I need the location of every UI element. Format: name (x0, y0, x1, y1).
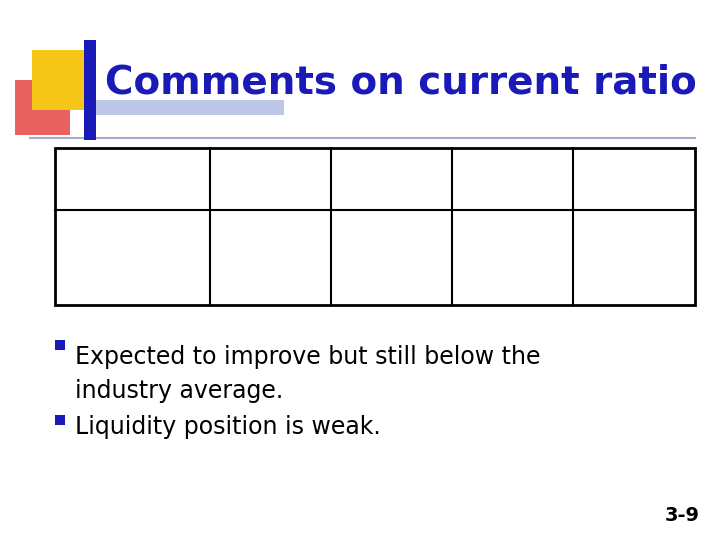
Text: Ind.: Ind. (612, 167, 656, 191)
Text: Liquidity position is weak.: Liquidity position is weak. (75, 415, 381, 439)
Bar (55, 415, 65, 425)
Bar (15, 80, 70, 135)
Text: 1.20x: 1.20x (359, 246, 425, 269)
Text: Expected to improve but still below the
industry average.: Expected to improve but still below the … (75, 345, 541, 403)
Text: 2002: 2002 (361, 167, 421, 191)
Text: Comments on current ratio: Comments on current ratio (105, 63, 697, 101)
Text: 2.30x: 2.30x (480, 246, 546, 269)
Text: Current
ratio: Current ratio (91, 233, 174, 281)
Text: 3-9: 3-9 (665, 506, 700, 525)
Text: 2003: 2003 (240, 167, 300, 191)
Text: 2.70x: 2.70x (600, 246, 667, 269)
Bar (55, 340, 65, 350)
Bar (55, 148, 695, 305)
Text: 2001: 2001 (482, 167, 542, 191)
Bar (32, 50, 90, 110)
Bar (84, 100, 284, 115)
Bar (84, 40, 96, 140)
Text: 2.34x: 2.34x (238, 246, 304, 269)
